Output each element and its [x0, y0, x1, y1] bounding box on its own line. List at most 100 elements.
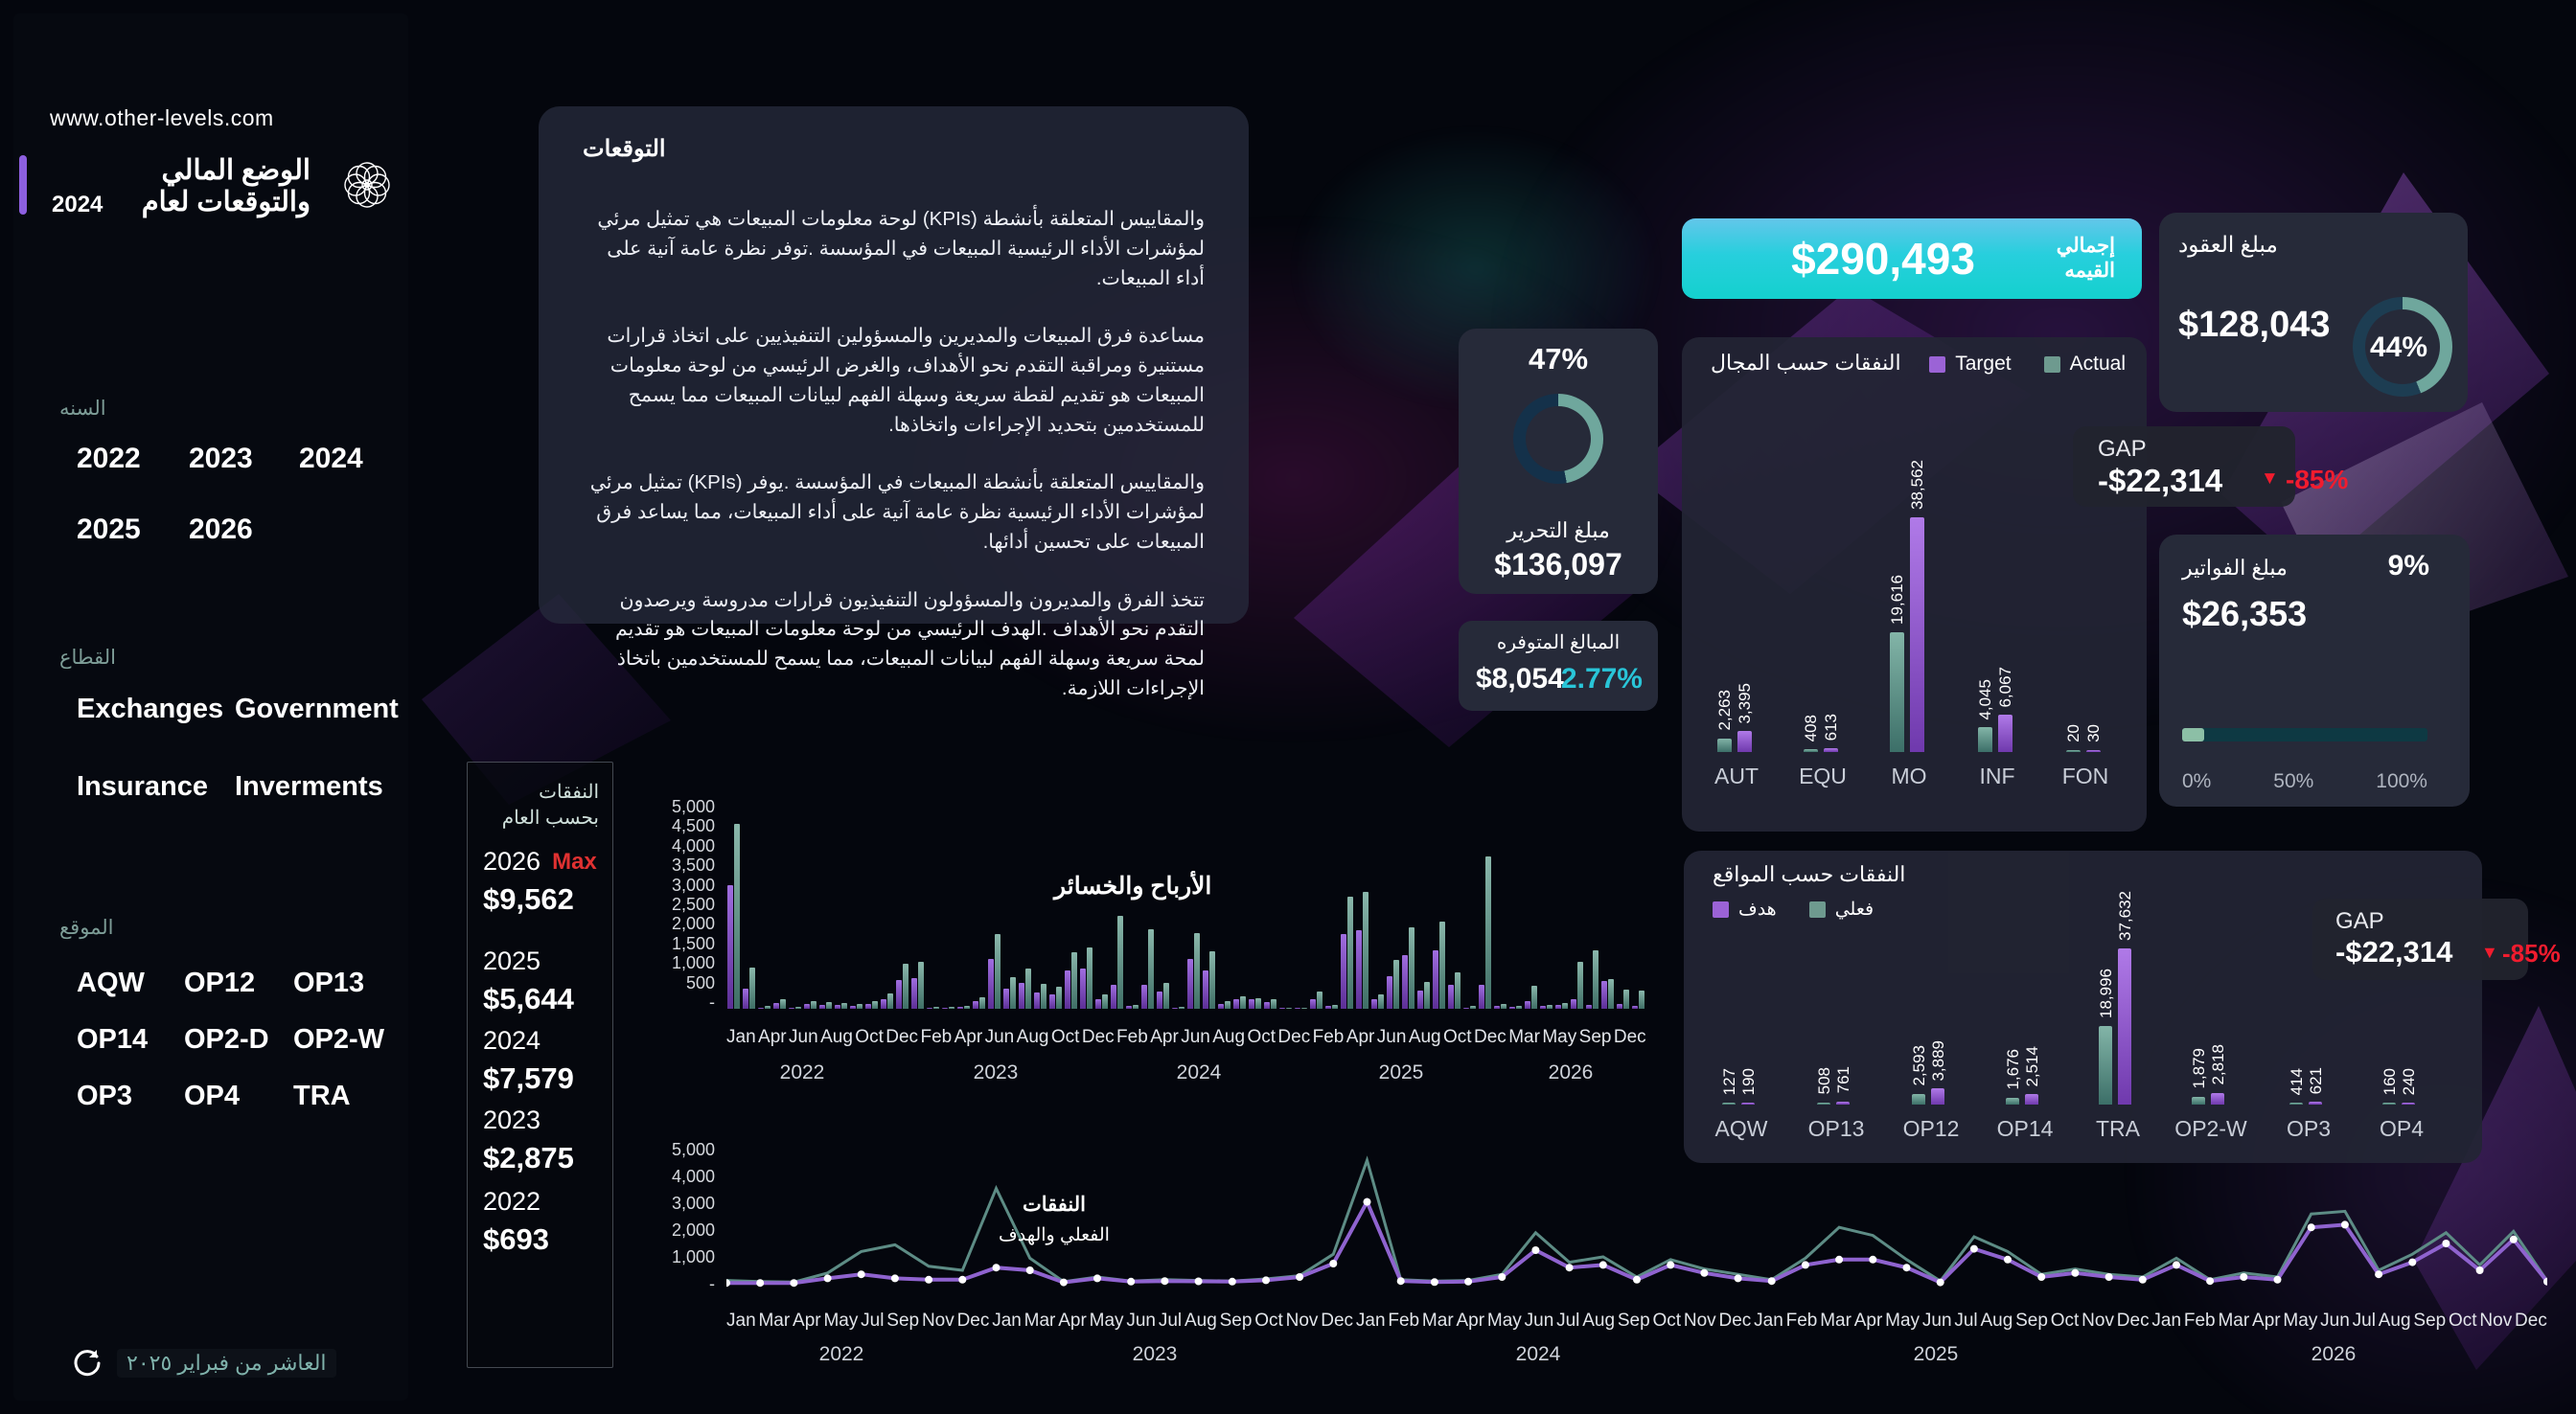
- pl-actual-bar[interactable]: [749, 967, 755, 1009]
- pl-actual-bar[interactable]: [1087, 946, 1092, 1009]
- pl-target-bar[interactable]: [1019, 982, 1024, 1009]
- pl-target-bar[interactable]: [1095, 999, 1101, 1009]
- target-point-marker[interactable]: [992, 1264, 1000, 1272]
- pl-target-bar[interactable]: [727, 884, 733, 1009]
- pl-actual-bar[interactable]: [795, 1007, 801, 1009]
- target-point-marker[interactable]: [1700, 1268, 1709, 1277]
- pl-actual-bar[interactable]: [811, 1000, 816, 1009]
- target-point-marker[interactable]: [1296, 1273, 1304, 1281]
- gap-card-locations[interactable]: GAP -$22,314 ▼ -85%: [2312, 899, 2561, 980]
- pl-target-bar[interactable]: [911, 977, 917, 1009]
- pl-target-bar[interactable]: [1433, 950, 1438, 1009]
- pl-target-bar[interactable]: [1233, 999, 1239, 1009]
- pl-actual-bar[interactable]: [1025, 969, 1031, 1009]
- target-bar[interactable]: [2118, 948, 2131, 1105]
- target-point-marker[interactable]: [1767, 1277, 1776, 1286]
- pl-target-bar[interactable]: [1249, 998, 1254, 1009]
- pl-actual-bar[interactable]: [1455, 971, 1460, 1009]
- pl-actual-bar[interactable]: [841, 1003, 847, 1009]
- pl-target-bar[interactable]: [1479, 984, 1484, 1009]
- pl-target-bar[interactable]: [1325, 1006, 1331, 1009]
- pl-target-bar[interactable]: [1448, 984, 1454, 1009]
- pl-actual-bar[interactable]: [1577, 962, 1583, 1009]
- target-point-marker[interactable]: [2004, 1255, 2012, 1264]
- pl-actual-bar[interactable]: [1470, 1006, 1476, 1009]
- pl-actual-bar[interactable]: [1547, 1004, 1552, 1009]
- pl-target-bar[interactable]: [1218, 1003, 1224, 1009]
- pl-actual-bar[interactable]: [1194, 933, 1200, 1009]
- pl-target-bar[interactable]: [1341, 934, 1346, 1009]
- pl-target-bar[interactable]: [1310, 999, 1316, 1009]
- pl-actual-bar[interactable]: [1240, 995, 1246, 1009]
- pl-actual-bar[interactable]: [1041, 984, 1046, 1009]
- pl-target-bar[interactable]: [789, 1008, 794, 1009]
- website-link[interactable]: www.other-levels.com: [50, 105, 274, 130]
- target-bar[interactable]: [1931, 1088, 1944, 1105]
- pl-actual-bar[interactable]: [933, 1007, 939, 1009]
- actual-bar[interactable]: [1817, 1102, 1830, 1105]
- actual-bar[interactable]: [2006, 1097, 2019, 1105]
- pl-actual-bar[interactable]: [1010, 976, 1016, 1009]
- location-option-op2-d[interactable]: OP2-D: [184, 1024, 269, 1055]
- pl-actual-bar[interactable]: [780, 999, 786, 1009]
- target-bar[interactable]: [1737, 731, 1752, 752]
- sector-option-exchanges[interactable]: Exchanges: [77, 694, 224, 724]
- sector-option-government[interactable]: Government: [235, 694, 399, 724]
- pl-target-bar[interactable]: [1387, 976, 1392, 1009]
- target-point-marker[interactable]: [1093, 1274, 1101, 1283]
- pl-actual-bar[interactable]: [1485, 856, 1491, 1009]
- pl-target-bar[interactable]: [1141, 984, 1147, 1009]
- year-option-2025[interactable]: 2025: [77, 513, 141, 545]
- location-option-op12[interactable]: OP12: [184, 968, 256, 998]
- pl-target-bar[interactable]: [1525, 1001, 1530, 1009]
- pl-target-bar[interactable]: [1601, 981, 1607, 1009]
- pl-actual-bar[interactable]: [1271, 998, 1276, 1009]
- year-option-2023[interactable]: 2023: [189, 443, 253, 474]
- pl-actual-bar[interactable]: [964, 1005, 970, 1009]
- target-point-marker[interactable]: [890, 1274, 899, 1283]
- target-point-marker[interactable]: [1363, 1197, 1371, 1206]
- pl-actual-bar[interactable]: [872, 1000, 878, 1009]
- target-point-marker[interactable]: [2138, 1275, 2147, 1284]
- pl-actual-bar[interactable]: [765, 1006, 770, 1009]
- target-point-marker[interactable]: [2543, 1277, 2547, 1286]
- year-expense-item[interactable]: 2026 Max $9,562: [483, 847, 597, 917]
- pl-target-bar[interactable]: [1126, 1006, 1132, 1009]
- location-option-op3[interactable]: OP3: [77, 1081, 133, 1111]
- pl-target-bar[interactable]: [1065, 969, 1070, 1009]
- pl-actual-bar[interactable]: [979, 996, 985, 1009]
- location-option-op13[interactable]: OP13: [293, 968, 365, 998]
- pl-target-bar[interactable]: [942, 1007, 948, 1009]
- target-point-marker[interactable]: [2509, 1235, 2518, 1243]
- pl-actual-bar[interactable]: [1056, 987, 1062, 1009]
- target-point-marker[interactable]: [1464, 1277, 1473, 1286]
- location-option-op4[interactable]: OP4: [184, 1081, 241, 1111]
- target-point-marker[interactable]: [2206, 1277, 2215, 1286]
- actual-bar[interactable]: [1717, 738, 1732, 752]
- pl-actual-bar[interactable]: [1639, 990, 1644, 1009]
- pl-actual-bar[interactable]: [1209, 950, 1215, 1009]
- target-bar[interactable]: [1998, 715, 2012, 752]
- pl-actual-bar[interactable]: [1148, 929, 1154, 1009]
- line-chart-plot[interactable]: [726, 1142, 2547, 1293]
- pl-target-bar[interactable]: [1571, 999, 1576, 1009]
- pl-target-bar[interactable]: [773, 1002, 779, 1009]
- target-point-marker[interactable]: [1262, 1276, 1270, 1285]
- target-point-marker[interactable]: [1936, 1278, 1944, 1287]
- target-point-marker[interactable]: [1396, 1277, 1405, 1286]
- pl-target-bar[interactable]: [1617, 1003, 1622, 1009]
- pl-actual-bar[interactable]: [857, 1003, 862, 1009]
- pl-actual-bar[interactable]: [918, 961, 924, 1009]
- pl-target-bar[interactable]: [1371, 999, 1377, 1009]
- target-point-marker[interactable]: [2442, 1240, 2450, 1247]
- pl-actual-bar[interactable]: [995, 933, 1000, 1009]
- target-point-marker[interactable]: [1329, 1260, 1338, 1267]
- actual-bar[interactable]: [1722, 1103, 1736, 1105]
- pl-actual-bar[interactable]: [1102, 993, 1108, 1009]
- pl-actual-bar[interactable]: [1393, 960, 1399, 1009]
- target-point-marker[interactable]: [1430, 1278, 1438, 1287]
- sector-option-inverments[interactable]: Inverments: [235, 771, 383, 802]
- target-point-marker[interactable]: [2340, 1220, 2349, 1229]
- actual-bar[interactable]: [2289, 1103, 2303, 1105]
- pl-actual-bar[interactable]: [1608, 979, 1614, 1009]
